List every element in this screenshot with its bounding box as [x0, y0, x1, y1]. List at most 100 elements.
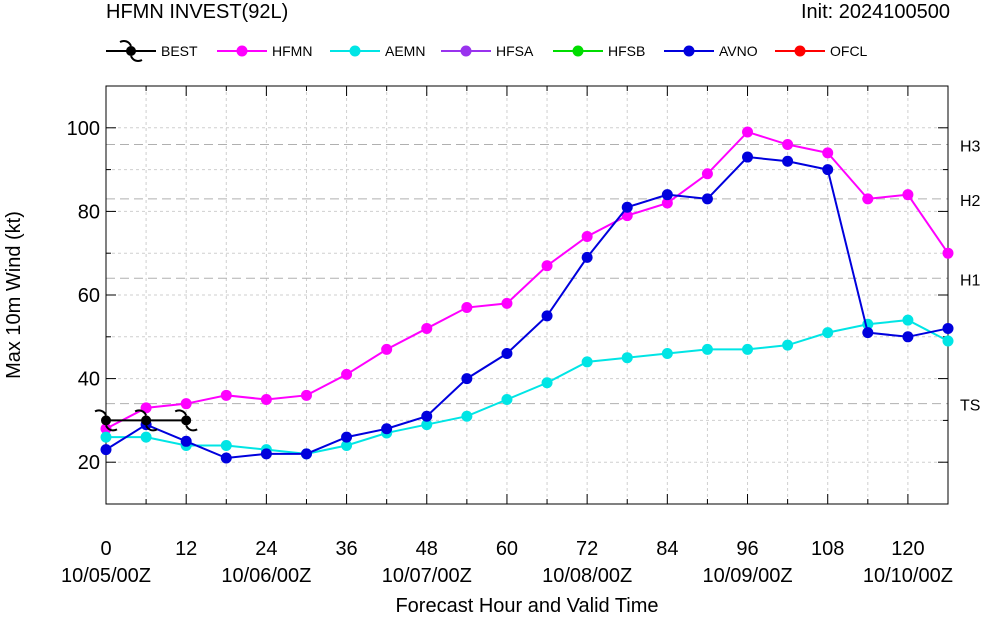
- best-track-marker: [174, 409, 198, 432]
- legend: BEST HFMN AEMN HFSA HFSB AVNO OFCL: [106, 40, 868, 62]
- data-point-avno: [782, 155, 794, 167]
- y-tick-label: 20: [78, 452, 100, 474]
- data-point-aemn: [661, 348, 673, 360]
- data-point-avno: [541, 310, 553, 322]
- intensity-thresholds: TS H1 H2 H3: [106, 139, 981, 415]
- data-point-hfmn: [381, 343, 393, 355]
- chart-title: HFMN INVEST(92L): [106, 1, 288, 23]
- series-layer: [94, 126, 954, 464]
- legend-marker: [794, 45, 806, 57]
- series-line-avno: [105, 156, 949, 460]
- legend-item-ofcl: OFCL: [775, 43, 868, 59]
- data-point-avno: [461, 373, 473, 385]
- best-track-marker: [94, 409, 118, 432]
- data-point-avno: [220, 452, 232, 464]
- data-point-aemn: [742, 343, 754, 355]
- data-point-aemn: [541, 377, 553, 389]
- hurricane-symbol-core: [101, 415, 111, 426]
- data-point-aemn: [461, 410, 473, 422]
- data-point-hfmn: [300, 389, 312, 401]
- threshold-label: H2: [960, 193, 981, 210]
- data-point-hfmn: [501, 297, 513, 309]
- hurricane-symbol-arm: [119, 40, 132, 47]
- hurricane-symbol-arm: [130, 55, 143, 62]
- legend-marker: [460, 45, 472, 57]
- legend-item-hfmn: HFMN: [217, 43, 312, 59]
- data-point-hfmn: [742, 126, 754, 138]
- data-point-avno: [581, 251, 593, 263]
- data-point-aemn: [822, 327, 834, 339]
- y-tick-label: 100: [67, 118, 100, 140]
- data-point-aemn: [942, 335, 954, 347]
- data-point-hfmn: [661, 197, 673, 209]
- x-tick-label: 108: [811, 538, 844, 560]
- data-point-hfmn: [100, 423, 112, 435]
- data-point-hfmn: [822, 147, 834, 159]
- data-point-avno: [822, 164, 834, 176]
- hurricane-symbol-arm: [174, 409, 188, 416]
- data-point-avno: [661, 189, 673, 201]
- threshold-label: TS: [960, 398, 980, 415]
- data-point-hfmn: [942, 247, 954, 259]
- hurricane-symbol-arm: [105, 424, 118, 432]
- legend-marker: [349, 45, 361, 57]
- data-point-aemn: [621, 352, 633, 364]
- data-point-hfmn: [180, 398, 192, 410]
- data-point-avno: [180, 435, 192, 447]
- x-date-label: 10/09/00Z: [702, 565, 792, 587]
- data-point-aemn: [902, 314, 914, 326]
- legend-marker: [236, 45, 248, 57]
- x-tick-label: 72: [576, 538, 598, 560]
- data-point-aemn: [421, 419, 433, 431]
- data-point-avno: [300, 448, 312, 460]
- x-tick-label: 36: [335, 538, 357, 560]
- data-point-hfmn: [701, 168, 713, 180]
- data-point-hfmn: [260, 394, 272, 405]
- legend-item-avno: AVNO: [664, 43, 758, 59]
- data-point-hfmn: [621, 210, 633, 222]
- data-point-aemn: [341, 439, 353, 451]
- data-point-avno: [862, 327, 874, 339]
- legend-label: AEMN: [385, 43, 425, 59]
- x-date-label: 10/07/00Z: [382, 565, 472, 587]
- data-point-avno: [100, 444, 112, 456]
- x-tick-label: 48: [416, 538, 438, 560]
- data-point-hfmn: [341, 368, 353, 380]
- hurricane-symbol-core: [141, 415, 152, 426]
- series-best: [94, 409, 198, 432]
- x-tick-label: 12: [175, 538, 197, 560]
- y-tick-label: 80: [78, 201, 100, 223]
- legend-marker: [572, 45, 584, 57]
- x-tick-label: 0: [100, 538, 111, 560]
- series-aemn: [100, 314, 954, 460]
- hurricane-symbol-core: [181, 415, 192, 426]
- hurricane-symbol-core: [126, 46, 136, 56]
- legend-label: AVNO: [719, 43, 758, 59]
- data-point-hfmn: [220, 389, 232, 401]
- legend-label: HFMN: [272, 43, 312, 59]
- data-point-avno: [381, 423, 393, 435]
- data-point-aemn: [501, 394, 513, 405]
- data-point-aemn: [782, 339, 794, 351]
- legend-item-hfsb: HFSB: [553, 43, 645, 59]
- x-tick-label: 96: [736, 538, 758, 560]
- data-point-aemn: [701, 343, 713, 355]
- data-point-avno: [902, 331, 914, 343]
- data-point-aemn: [140, 431, 152, 443]
- y-axis-label: Max 10m Wind (kt): [3, 211, 25, 379]
- x-date-label: 10/10/00Z: [863, 565, 953, 587]
- x-axis-label: Forecast Hour and Valid Time: [395, 595, 658, 616]
- legend-item-best: BEST: [106, 40, 198, 62]
- x-tick-label: 84: [656, 538, 678, 560]
- series-line-hfmn: [105, 130, 949, 430]
- legend-item-aemn: AEMN: [330, 43, 425, 59]
- legend-label: HFSB: [608, 43, 645, 59]
- x-tick-label: 60: [496, 538, 518, 560]
- legend-marker: [683, 45, 695, 57]
- hurricane-symbol-arm: [134, 409, 148, 416]
- grid: [106, 86, 948, 504]
- data-point-hfmn: [421, 322, 433, 334]
- series-avno: [100, 151, 954, 464]
- legend-label: OFCL: [830, 43, 868, 59]
